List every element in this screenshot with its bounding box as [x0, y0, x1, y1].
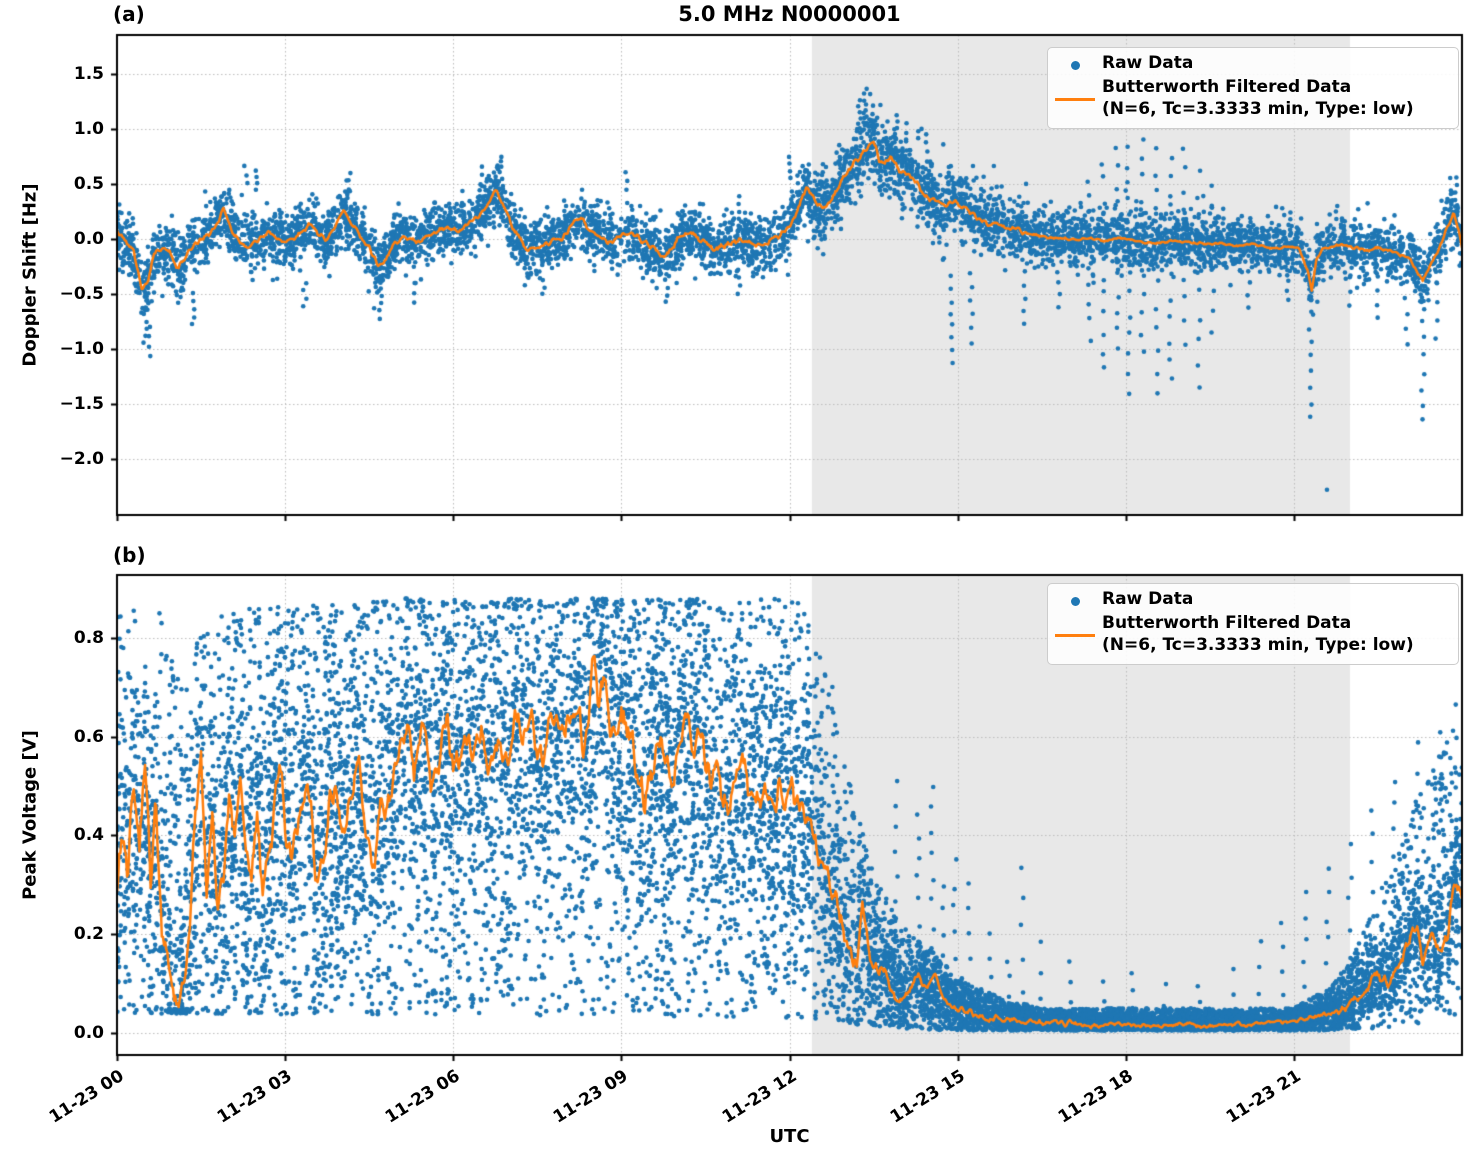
figure: 5.0 MHz N0000001 (a) (b) Doppler Shift […: [0, 0, 1472, 1172]
chart-canvas: [0, 0, 1472, 1172]
